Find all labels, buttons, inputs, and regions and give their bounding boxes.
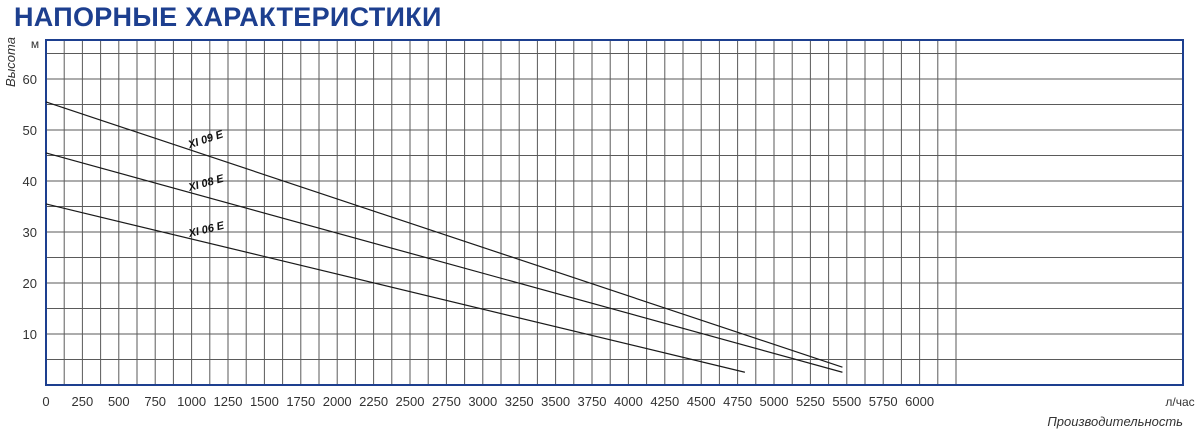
x-tick-label: 2250 (359, 394, 388, 409)
y-tick-label: 40 (23, 174, 37, 189)
y-tick-label: 30 (23, 225, 37, 240)
x-tick-label: 5500 (832, 394, 861, 409)
x-tick-label: 750 (144, 394, 166, 409)
series-label: XI 08 E (186, 173, 226, 195)
x-unit-label: л/час (1165, 395, 1194, 409)
x-tick-label: 0 (42, 394, 49, 409)
x-tick-label: 2500 (396, 394, 425, 409)
x-tick-label: 3750 (578, 394, 607, 409)
x-tick-label: 1750 (286, 394, 315, 409)
x-tick-label: 4500 (687, 394, 716, 409)
x-tick-label: 5250 (796, 394, 825, 409)
x-tick-label: 1500 (250, 394, 279, 409)
series-line (45, 101, 843, 368)
plot-frame (45, 39, 1184, 386)
x-tick-label: 1000 (177, 394, 206, 409)
x-tick-label: 1250 (214, 394, 243, 409)
y-unit-label: м (31, 37, 39, 51)
series-line (45, 203, 746, 373)
x-tick-label: 6000 (905, 394, 934, 409)
y-tick-label: 20 (23, 276, 37, 291)
x-tick-label: 4250 (650, 394, 679, 409)
x-tick-label: 3250 (505, 394, 534, 409)
series-label: XI 06 E (187, 220, 227, 241)
x-axis-label: Производительность (1047, 414, 1183, 429)
y-tick-label: 60 (23, 72, 37, 87)
series-line (45, 152, 843, 373)
x-tick-label: 3000 (468, 394, 497, 409)
x-tick-label: 250 (72, 394, 94, 409)
x-tick-label: 5750 (869, 394, 898, 409)
x-tick-label: 2750 (432, 394, 461, 409)
x-tick-label: 2000 (323, 394, 352, 409)
x-tick-label: 4000 (614, 394, 643, 409)
chart-title: НАПОРНЫЕ ХАРАКТЕРИСТИКИ (14, 2, 442, 32)
x-tick-label: 3500 (541, 394, 570, 409)
x-tick-label: 5000 (760, 394, 789, 409)
x-tick-label: 500 (108, 394, 130, 409)
y-tick-label: 50 (23, 123, 37, 138)
y-tick-label: 10 (23, 327, 37, 342)
x-tick-label: 4750 (723, 394, 752, 409)
y-axis-label: Высота (3, 37, 18, 87)
